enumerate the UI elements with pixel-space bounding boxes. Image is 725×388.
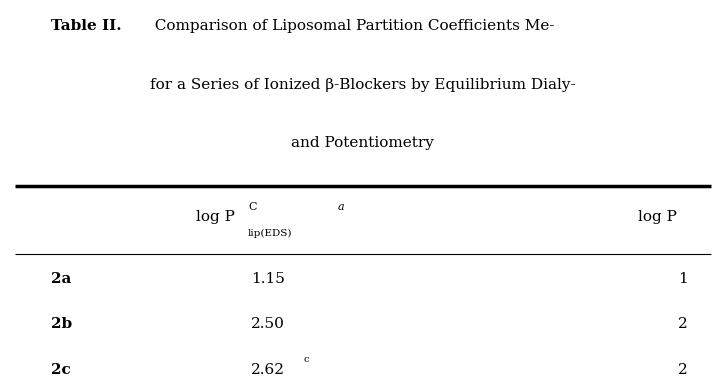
- Text: 2a: 2a: [51, 272, 71, 286]
- Text: 2: 2: [678, 317, 687, 331]
- Text: 2: 2: [678, 363, 687, 377]
- Text: 2.62: 2.62: [252, 363, 285, 377]
- Text: 1: 1: [678, 272, 687, 286]
- Text: Table II.: Table II.: [51, 19, 121, 33]
- Text: log P: log P: [196, 210, 235, 223]
- Text: 2.50: 2.50: [252, 317, 285, 331]
- Text: 2b: 2b: [51, 317, 72, 331]
- Text: Comparison of Liposomal Partition Coefficients Me-: Comparison of Liposomal Partition Coeffi…: [145, 19, 555, 33]
- Text: for a Series of Ionized β-Blockers by Equilibrium Dialy-: for a Series of Ionized β-Blockers by Eq…: [149, 78, 576, 92]
- Text: 2c: 2c: [51, 363, 70, 377]
- Text: C: C: [248, 202, 257, 212]
- Text: c: c: [303, 355, 309, 364]
- Text: lip(EDS): lip(EDS): [248, 229, 292, 238]
- Text: log P: log P: [638, 210, 677, 223]
- Text: 1.15: 1.15: [252, 272, 285, 286]
- Text: and Potentiometry: and Potentiometry: [291, 136, 434, 150]
- Text: a: a: [337, 202, 344, 212]
